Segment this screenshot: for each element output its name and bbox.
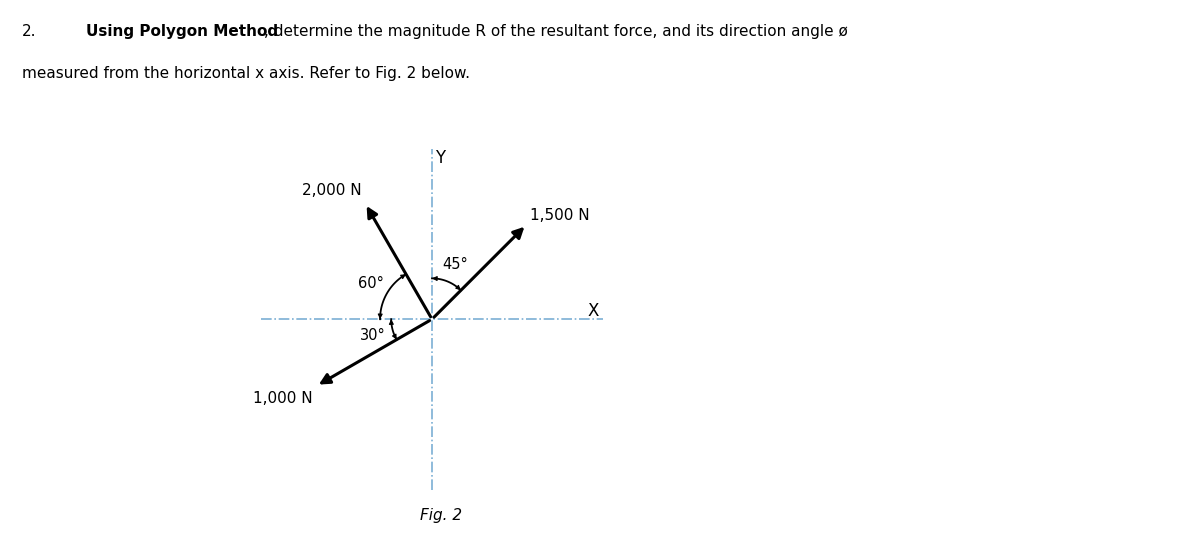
Text: Using Polygon Method: Using Polygon Method <box>86 24 278 39</box>
Text: , determine the magnitude R of the resultant force, and its direction angle ø: , determine the magnitude R of the resul… <box>264 24 848 39</box>
Text: Fig. 2: Fig. 2 <box>420 509 462 523</box>
Text: 1,500 N: 1,500 N <box>530 208 589 223</box>
Text: X: X <box>588 302 599 320</box>
Text: 1,000 N: 1,000 N <box>253 392 313 406</box>
Text: measured from the horizontal x axis. Refer to Fig. 2 below.: measured from the horizontal x axis. Ref… <box>22 66 469 81</box>
Text: 2.: 2. <box>22 24 36 39</box>
Text: 45°: 45° <box>442 257 468 272</box>
Text: 2,000 N: 2,000 N <box>302 183 361 198</box>
Text: 60°: 60° <box>358 276 384 292</box>
Text: Y: Y <box>436 149 445 167</box>
Text: 30°: 30° <box>360 327 385 342</box>
